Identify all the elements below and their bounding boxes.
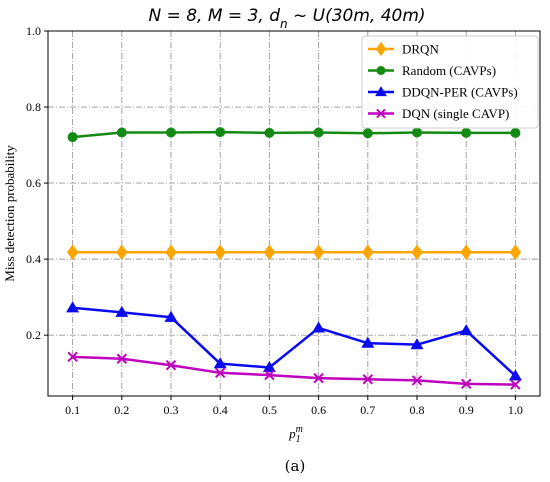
legend-marker bbox=[376, 66, 386, 75]
y-tick-label: 0.2 bbox=[26, 328, 41, 342]
axis-ticks: 0.1 0.2 0.3 0.4 0.5 0.6 0.7 0.8 0.9 1.0 0.2 0.4 0.6 0… bbox=[26, 24, 523, 417]
data-point bbox=[262, 360, 276, 373]
x-tick-label: 1.0 bbox=[508, 403, 523, 417]
legend-label: DQN (single CAVP) bbox=[402, 106, 509, 121]
series-line bbox=[72, 355, 516, 386]
data-point bbox=[411, 375, 423, 386]
legend-label: Random (CAVPs) bbox=[402, 63, 496, 78]
legend-box bbox=[361, 35, 539, 129]
data-point bbox=[67, 132, 78, 143]
data-point bbox=[313, 127, 324, 138]
data-point bbox=[362, 374, 374, 385]
y-tick-label: 0.4 bbox=[26, 252, 41, 266]
data-point bbox=[362, 128, 373, 139]
data-point bbox=[66, 301, 80, 313]
data-point bbox=[264, 127, 275, 138]
data-point bbox=[213, 357, 227, 369]
x-tick-label: 0.9 bbox=[459, 403, 474, 417]
data-point bbox=[312, 321, 326, 333]
y-tick-label: 1.0 bbox=[26, 24, 41, 38]
data-point bbox=[510, 379, 521, 390]
y-axis-label: Miss detection probability bbox=[2, 145, 17, 282]
data-point bbox=[215, 127, 226, 138]
x-tick-label: 0.5 bbox=[262, 403, 277, 417]
x-tick-label: 0.1 bbox=[65, 403, 80, 417]
series-line bbox=[72, 130, 516, 139]
figure-caption: (a) bbox=[285, 457, 306, 475]
data-point bbox=[508, 369, 522, 381]
series-drqn bbox=[66, 244, 522, 261]
plot-frame bbox=[47, 30, 541, 397]
data-point bbox=[116, 244, 128, 261]
series-random-cavps bbox=[67, 127, 521, 143]
data-point bbox=[115, 305, 129, 317]
data-point bbox=[460, 378, 472, 390]
data-point bbox=[214, 367, 226, 379]
series-ddqn-per-cavps bbox=[66, 301, 522, 381]
data-point bbox=[165, 244, 177, 261]
legend: DRQN Random (CAVPs) DDQN-PER (CAVPs) DQN (s… bbox=[361, 35, 539, 129]
x-axis-label: p1m bbox=[288, 424, 303, 445]
data-point bbox=[411, 244, 423, 261]
series-layer bbox=[66, 127, 522, 390]
x-tick-label: 0.4 bbox=[213, 403, 228, 417]
x-tick-label: 0.2 bbox=[114, 403, 129, 417]
data-point bbox=[263, 244, 276, 261]
y-tick-label: 0.6 bbox=[26, 176, 41, 190]
legend-marker bbox=[375, 86, 387, 97]
data-point bbox=[510, 127, 521, 138]
legend-marker bbox=[375, 41, 387, 57]
series-dqn-single-cavp bbox=[67, 351, 521, 390]
data-point bbox=[361, 336, 375, 348]
data-point bbox=[66, 244, 79, 261]
data-point bbox=[313, 372, 324, 384]
legend-marker bbox=[376, 108, 386, 119]
data-point bbox=[362, 244, 374, 261]
data-point bbox=[116, 127, 127, 138]
data-point bbox=[166, 127, 176, 138]
data-point bbox=[461, 127, 472, 138]
legend-label: DRQN bbox=[402, 42, 439, 57]
x-tick-label: 0.8 bbox=[410, 403, 425, 417]
data-point bbox=[165, 359, 177, 371]
data-point bbox=[410, 338, 424, 350]
data-point bbox=[312, 244, 325, 261]
data-point bbox=[412, 127, 422, 138]
series-line bbox=[72, 306, 517, 377]
data-point bbox=[459, 324, 473, 336]
data-point bbox=[164, 310, 178, 322]
legend-label: DDQN-PER (CAVPs) bbox=[402, 85, 518, 100]
data-point bbox=[214, 244, 226, 261]
x-tick-label: 0.7 bbox=[360, 403, 375, 417]
data-point bbox=[116, 353, 128, 364]
chart-title: N = 8, M = 3, dn ~ U(30m, 40m) bbox=[148, 6, 425, 31]
x-tick-label: 0.6 bbox=[311, 403, 326, 417]
data-point bbox=[67, 351, 78, 363]
data-point bbox=[509, 244, 522, 261]
data-point bbox=[460, 244, 472, 261]
y-tick-label: 0.8 bbox=[26, 100, 41, 114]
x-tick-label: 0.3 bbox=[164, 403, 179, 417]
data-point bbox=[264, 369, 275, 381]
